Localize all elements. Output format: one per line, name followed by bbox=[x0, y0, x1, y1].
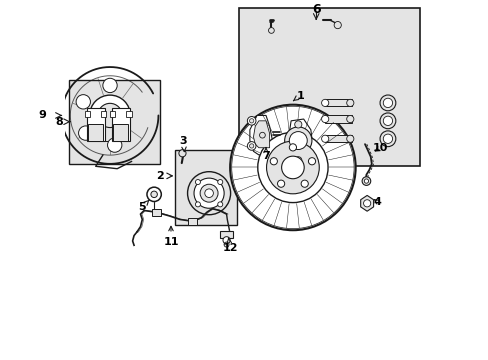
Circle shape bbox=[277, 180, 284, 187]
Bar bbox=[88, 124, 103, 140]
Circle shape bbox=[230, 105, 355, 230]
Bar bbox=[69, 80, 160, 164]
Text: 4: 4 bbox=[372, 197, 380, 207]
Bar bbox=[325, 135, 351, 142]
Circle shape bbox=[289, 132, 306, 149]
Circle shape bbox=[268, 28, 274, 33]
Polygon shape bbox=[253, 121, 269, 148]
Circle shape bbox=[383, 116, 392, 126]
Circle shape bbox=[308, 158, 315, 165]
Circle shape bbox=[204, 189, 213, 198]
Circle shape bbox=[195, 202, 200, 207]
Circle shape bbox=[379, 113, 395, 129]
Circle shape bbox=[346, 99, 353, 107]
Bar bbox=[152, 210, 161, 216]
Bar bbox=[113, 124, 128, 140]
Circle shape bbox=[257, 132, 327, 203]
Bar bbox=[112, 108, 129, 140]
Circle shape bbox=[363, 200, 370, 207]
Circle shape bbox=[294, 157, 301, 164]
Bar bbox=[239, 8, 419, 166]
Circle shape bbox=[194, 178, 224, 208]
Bar bbox=[174, 149, 237, 225]
Circle shape bbox=[217, 202, 223, 207]
Circle shape bbox=[249, 144, 253, 148]
Circle shape bbox=[383, 98, 392, 108]
Text: 3: 3 bbox=[180, 136, 187, 152]
Circle shape bbox=[266, 141, 319, 194]
Bar bbox=[101, 111, 106, 117]
Circle shape bbox=[321, 116, 328, 123]
Bar bbox=[104, 109, 122, 140]
Circle shape bbox=[247, 141, 255, 150]
Bar bbox=[188, 219, 196, 225]
Circle shape bbox=[362, 177, 370, 185]
Circle shape bbox=[301, 180, 307, 187]
Circle shape bbox=[294, 121, 301, 128]
Circle shape bbox=[383, 134, 392, 143]
Circle shape bbox=[346, 135, 353, 142]
Circle shape bbox=[321, 99, 328, 107]
Circle shape bbox=[346, 116, 353, 123]
Circle shape bbox=[187, 172, 230, 215]
Circle shape bbox=[223, 237, 230, 244]
Bar bbox=[110, 111, 115, 117]
Circle shape bbox=[195, 180, 200, 185]
Bar bbox=[126, 111, 131, 117]
Text: 11: 11 bbox=[163, 226, 179, 247]
Circle shape bbox=[259, 132, 265, 138]
Circle shape bbox=[284, 127, 311, 154]
Circle shape bbox=[89, 95, 130, 136]
Circle shape bbox=[333, 22, 341, 29]
Circle shape bbox=[379, 131, 395, 147]
Text: 1: 1 bbox=[293, 91, 304, 101]
Circle shape bbox=[151, 191, 157, 198]
Circle shape bbox=[289, 144, 296, 151]
Text: 7: 7 bbox=[262, 148, 269, 161]
Text: 2: 2 bbox=[156, 171, 163, 181]
Circle shape bbox=[364, 179, 368, 183]
Text: 10: 10 bbox=[372, 143, 387, 153]
Bar bbox=[325, 116, 351, 123]
Circle shape bbox=[224, 242, 228, 247]
Circle shape bbox=[76, 95, 90, 109]
Circle shape bbox=[79, 126, 93, 140]
Bar bbox=[86, 108, 104, 140]
Circle shape bbox=[379, 95, 395, 111]
Circle shape bbox=[107, 138, 122, 152]
Circle shape bbox=[321, 135, 328, 142]
Polygon shape bbox=[284, 119, 312, 166]
Circle shape bbox=[249, 119, 253, 123]
Text: 8: 8 bbox=[56, 117, 63, 127]
Circle shape bbox=[200, 184, 218, 202]
Bar bbox=[325, 99, 351, 107]
Bar bbox=[220, 231, 233, 238]
Circle shape bbox=[281, 156, 304, 179]
Circle shape bbox=[147, 187, 161, 202]
Circle shape bbox=[217, 180, 223, 185]
Bar bbox=[85, 111, 90, 117]
Circle shape bbox=[270, 158, 277, 165]
Circle shape bbox=[102, 78, 117, 93]
Circle shape bbox=[98, 103, 122, 127]
Text: 9: 9 bbox=[39, 111, 46, 121]
Circle shape bbox=[247, 117, 255, 125]
Circle shape bbox=[179, 150, 185, 157]
Text: 12: 12 bbox=[222, 238, 238, 253]
Text: 5: 5 bbox=[138, 200, 149, 212]
Polygon shape bbox=[360, 195, 373, 211]
Polygon shape bbox=[249, 116, 273, 155]
Text: 6: 6 bbox=[311, 3, 320, 16]
